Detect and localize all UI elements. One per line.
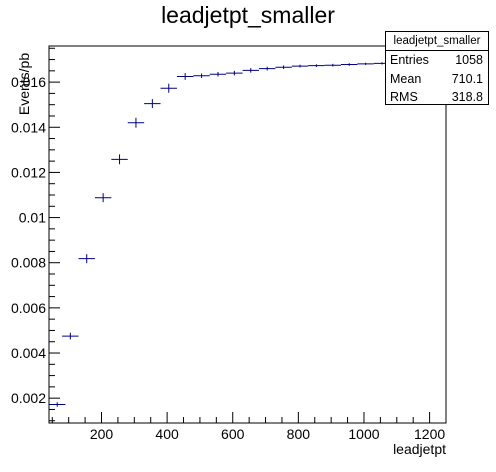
y-tick-label: 0.002 (11, 390, 46, 406)
y-tick-label: 0.012 (11, 164, 46, 180)
entries-label: Entries (390, 53, 429, 67)
y-tick-label: 0.014 (11, 119, 46, 135)
rms-label: RMS (390, 90, 418, 104)
rms-value: 318.8 (451, 90, 483, 104)
y-tick-label: 0.016 (11, 74, 46, 90)
y-tick-label: 0.004 (11, 345, 46, 361)
y-axis-title: Events/pb (16, 52, 32, 116)
mean-label: Mean (390, 71, 422, 86)
x-axis-title: leadjetpt (393, 441, 446, 457)
entries-value: 1058 (455, 53, 483, 67)
stats-row-mean: Mean 710.1 (386, 70, 488, 89)
data-point (176, 73, 194, 80)
x-tick-label: 800 (287, 426, 311, 442)
x-tick-label: 600 (221, 426, 245, 442)
stats-row-entries: Entries 1058 (386, 51, 488, 70)
y-tick-label: 0.008 (11, 255, 46, 271)
data-point (242, 68, 259, 73)
plot-frame (48, 45, 447, 424)
data-point (275, 65, 292, 70)
x-tick-label: 1000 (348, 426, 379, 442)
data-point (291, 64, 309, 68)
data-point (62, 332, 79, 340)
y-tick-label: 0.006 (11, 300, 46, 316)
chart-title: leadjetpt_smaller (161, 2, 335, 28)
data-point (49, 402, 66, 407)
data-point (144, 99, 161, 109)
stats-row-rms: RMS 318.8 (386, 88, 488, 107)
data-point (94, 193, 112, 203)
y-tick-label: 0.01 (19, 210, 46, 226)
data-point (193, 73, 210, 79)
data-point (127, 117, 145, 128)
data-point (111, 154, 128, 165)
data-point (258, 66, 276, 71)
mean-value: 710.1 (451, 71, 483, 86)
x-tick-label: 200 (90, 426, 114, 442)
data-point (341, 63, 358, 66)
data-point (308, 64, 325, 67)
x-tick-label: 400 (155, 426, 179, 442)
data-point (209, 71, 227, 77)
data-point (226, 70, 243, 76)
stats-box: leadjetpt_smaller Entries 1058 Mean 710.… (385, 31, 489, 105)
x-tick-label: 1200 (414, 426, 445, 442)
data-point (78, 254, 95, 264)
stats-box-title: leadjetpt_smaller (386, 32, 488, 51)
data-point (324, 63, 342, 67)
data-point (357, 62, 374, 65)
data-point (160, 83, 177, 93)
